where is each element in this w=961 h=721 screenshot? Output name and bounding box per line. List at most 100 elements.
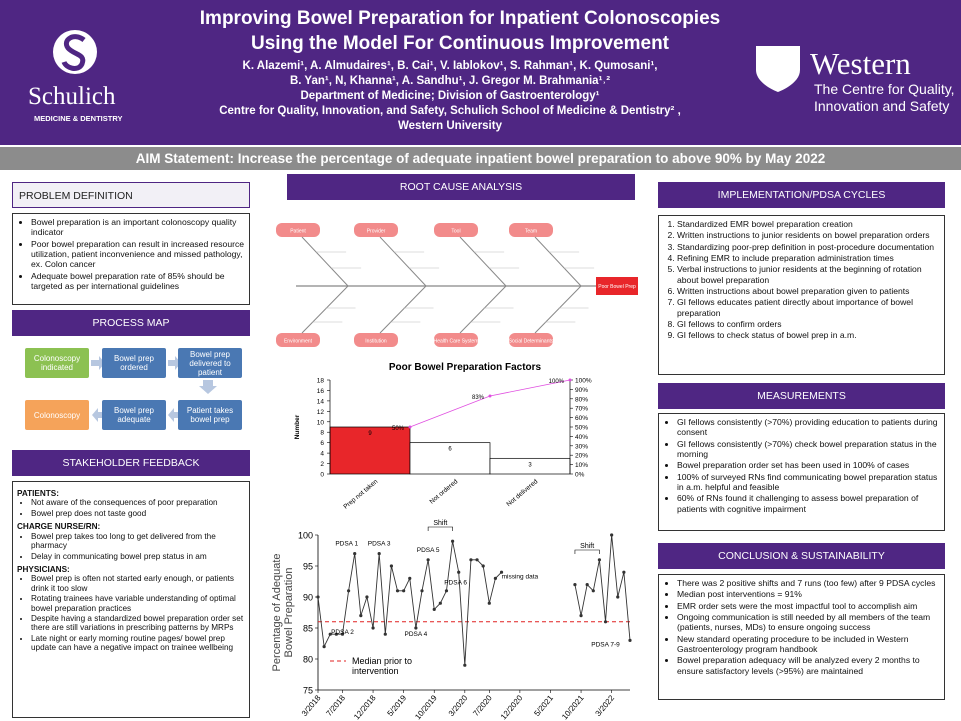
x-tick-label: 10/2021 (560, 693, 586, 721)
x-tick-label: 3/2022 (594, 693, 617, 718)
section-body: GI fellows consistently (>70%) providing… (658, 413, 945, 531)
section-header: MEASUREMENTS (658, 383, 945, 409)
annotation: PDSA 1 (335, 541, 358, 548)
affiliation: Western University (398, 120, 502, 132)
annotation: PDSA 7-9 (591, 642, 620, 649)
data-point (457, 570, 461, 574)
bar-value-label: 3 (528, 462, 532, 468)
data-point (322, 645, 326, 649)
list-item: Poor bowel preparation can result in inc… (31, 239, 245, 270)
y-tick-label: 0 (320, 472, 324, 479)
y2-tick-label: 80% (575, 396, 588, 403)
bullet-list: GI fellows consistently (>70%) providing… (663, 417, 940, 514)
y-tick-label: 4 (320, 451, 324, 458)
list-item: 60% of RNs found it challenging to asses… (677, 493, 940, 514)
arrows (91, 356, 217, 422)
x-tick-label: 7/2018 (324, 693, 347, 718)
list-item: Bowel preparation adequacy will be analy… (677, 655, 940, 676)
bullet-list: Bowel preparation is an important colono… (17, 217, 245, 291)
group-heading: CHARGE NURSE/RN: (17, 522, 101, 532)
data-point (377, 552, 381, 556)
fishbone: Patient Environment Provider Institution Too… (276, 223, 638, 347)
affiliation: Department of Medicine; Division of Gast… (300, 90, 600, 102)
list-item: Refining EMR to include preparation admi… (677, 253, 940, 263)
data-point (371, 626, 375, 630)
list-item: GI fellows to confirm orders (677, 319, 940, 329)
bullet-list: Not aware of the consequences of poor pr… (17, 498, 245, 518)
cause-label: Health Care System (434, 339, 479, 345)
list-item: Rotating trainees have variable understa… (31, 594, 245, 613)
data-point (334, 632, 338, 636)
y-tick-label: 80 (303, 655, 313, 665)
cumulative-label: 100% (549, 379, 565, 385)
data-point (469, 558, 473, 562)
annotation: missing data (502, 573, 539, 580)
list-item: Verbal instructions to junior residents … (677, 264, 940, 285)
y-tick-label: 18 (317, 378, 325, 385)
cause-box (276, 333, 320, 347)
cause-label: Provider (367, 229, 386, 235)
y2-tick-label: 70% (575, 406, 588, 413)
cause-box (434, 333, 478, 347)
list-item: Median post interventions = 91% (677, 589, 940, 599)
cause-box (509, 223, 553, 237)
x-tick-label: 12/2018 (352, 693, 378, 721)
data-point (438, 601, 442, 605)
x-tick-label: 12/2020 (499, 693, 525, 721)
run-chart: Percentage of Adequate Bowel Preparation 7… (271, 520, 632, 721)
y2-tick-label: 40% (575, 434, 588, 441)
annotation: PDSA 4 (404, 631, 427, 638)
list-item: Not aware of the consequences of poor pr… (31, 498, 245, 507)
western-crest (756, 46, 800, 92)
list-item: Written instructions about bowel prepara… (677, 286, 940, 296)
cause-box (354, 333, 398, 347)
shift-label: Shift (580, 543, 594, 550)
bone (534, 285, 582, 334)
process-step: Patient takes bowel prep (178, 400, 242, 430)
data-point (340, 632, 345, 636)
y2-tick-label: 60% (575, 415, 588, 422)
cause-label: Team (525, 229, 537, 235)
section-body: There was 2 positive shifts and 7 runs (… (658, 574, 945, 700)
annotation: PDSA 5 (417, 547, 440, 554)
data-point (463, 663, 467, 667)
cause-label: Tool (451, 229, 460, 235)
chart-title: Poor Bowel Preparation Factors (389, 362, 542, 373)
list-item: Bowel preparation is an important colono… (31, 217, 245, 238)
y2-tick-label: 20% (575, 453, 588, 460)
section-header: ROOT CAUSE ANALYSIS (287, 174, 635, 200)
data-point (475, 558, 479, 562)
bar (329, 426, 411, 475)
cause-box (276, 223, 320, 237)
bone (379, 236, 427, 287)
numbered-list: Standardized EMR bowel preparation creat… (663, 219, 940, 340)
y2-tick-label: 90% (575, 387, 588, 394)
logo-sub: Innovation and Safety (814, 98, 949, 114)
data-point (444, 589, 449, 593)
y2-tick-label: 30% (575, 443, 588, 450)
data-point (628, 638, 632, 642)
group-heading: PHYSICIANS: (17, 564, 70, 574)
data-point (432, 607, 436, 611)
bone (301, 236, 349, 287)
pareto-chart: Poor Bowel Preparation Factors Number 0 2 4 6… (294, 362, 592, 511)
bullet-list: There was 2 positive shifts and 7 runs (… (663, 578, 940, 676)
list-item: Bowel prep does not taste good (31, 509, 245, 518)
process-step: Bowel prep ordered (102, 348, 166, 378)
data-point (610, 533, 614, 537)
x-tick-label: 10/2019 (413, 693, 439, 721)
cause-box (509, 333, 553, 347)
data-point (481, 564, 485, 568)
annotation: PDSA 2 (331, 629, 354, 636)
list-item: GI fellows consistently (>70%) check bow… (677, 439, 940, 460)
list-item: New standard operating procedure to be i… (677, 634, 940, 655)
y-tick-label: 85 (303, 624, 313, 634)
process-step: Bowel prep delivered to patient (178, 348, 242, 378)
data-point (585, 583, 589, 587)
logo-sub: The Centre for Quality, (814, 81, 955, 97)
data-point (603, 620, 608, 624)
effect-label: Poor Bowel Prep (598, 284, 636, 290)
list-item: 100% of surveyed RNs find communicating … (677, 472, 940, 493)
legend-label: intervention (352, 666, 399, 676)
cumulative-line (409, 379, 571, 428)
